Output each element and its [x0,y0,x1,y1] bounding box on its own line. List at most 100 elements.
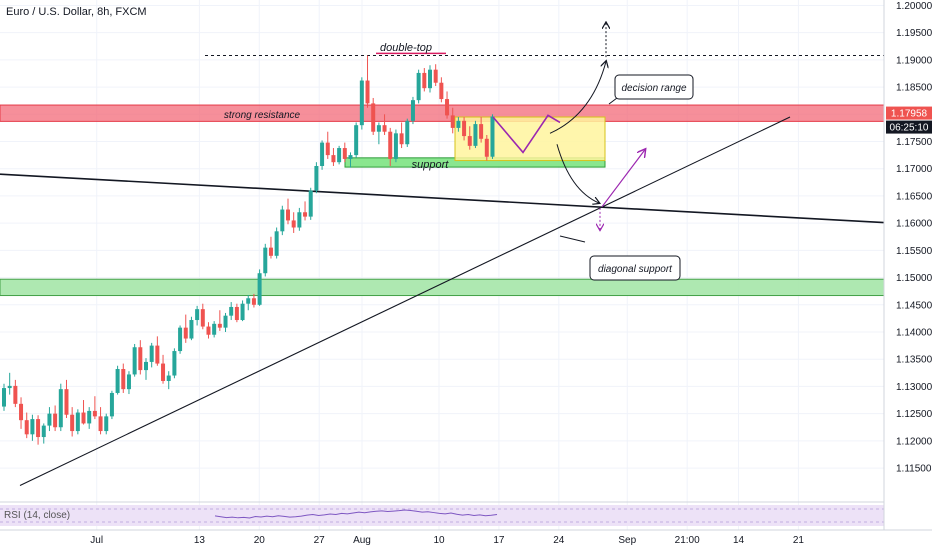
candle[interactable] [64,379,69,418]
candle[interactable] [274,227,279,259]
candle[interactable] [382,114,387,135]
candle[interactable] [109,390,114,420]
price-axis[interactable]: 1.200001.195001.190001.185001.180001.175… [883,0,932,530]
candle[interactable] [229,302,234,321]
rsi-pane[interactable]: RSI (14, close) [0,501,884,526]
candle[interactable] [257,269,262,306]
candle[interactable] [479,117,484,143]
scenario-down-curve[interactable] [556,144,599,203]
breakout-arrow[interactable] [601,150,645,208]
candle[interactable] [47,407,52,432]
candle[interactable] [7,372,12,395]
horizontal-trendline[interactable] [0,173,885,224]
candle[interactable] [98,407,103,435]
candle[interactable] [144,358,148,380]
time-axis[interactable]: Jul 13 20 27 Aug 10 17 24 Sep 21:00 14 21 [0,529,932,546]
candle[interactable] [155,336,160,366]
candle[interactable] [303,201,308,221]
candle[interactable] [388,127,393,166]
candle[interactable] [251,293,256,308]
candle[interactable] [41,423,46,444]
candle[interactable] [439,77,444,103]
candle[interactable] [348,152,353,168]
candle[interactable] [81,400,86,425]
candle[interactable] [450,107,455,134]
candle[interactable] [365,55,370,108]
candle[interactable] [189,316,194,341]
candle[interactable] [75,409,80,435]
candle[interactable] [206,322,211,339]
candle[interactable] [2,383,6,411]
candle[interactable] [308,187,313,220]
candle[interactable] [172,348,177,379]
candle[interactable] [410,96,415,125]
candle[interactable] [433,64,438,86]
decision-range-callout[interactable]: decision range [614,74,694,100]
candle[interactable] [445,91,450,119]
candle[interactable] [246,294,251,311]
candle[interactable] [212,321,217,338]
candle[interactable] [121,363,126,393]
candle[interactable] [217,310,222,331]
candle[interactable] [24,412,29,439]
candle[interactable] [132,343,137,377]
candle[interactable] [331,148,336,166]
diagonal-support-callout[interactable]: diagonal support [589,255,681,281]
candle[interactable] [19,397,24,429]
candle[interactable] [36,415,41,445]
candle[interactable] [462,117,467,141]
candle[interactable] [92,396,97,420]
candle[interactable] [263,243,268,277]
candle[interactable] [428,65,432,93]
candle[interactable] [268,236,273,259]
candle[interactable] [115,365,120,395]
candle[interactable] [58,383,63,432]
candle[interactable] [314,162,319,194]
lower-support-zone[interactable] [0,278,885,297]
candle[interactable] [393,129,398,163]
candle[interactable] [354,122,359,158]
diagonal-support-line[interactable] [19,116,791,486]
candle[interactable] [291,212,296,233]
candle[interactable] [342,142,347,163]
candle[interactable] [456,117,461,132]
candle[interactable] [405,118,410,147]
candle[interactable] [161,354,166,384]
candle[interactable] [138,340,143,375]
candle[interactable] [286,198,290,225]
candle[interactable] [422,68,427,92]
decision-range-box[interactable] [454,116,606,162]
candle[interactable] [53,405,58,432]
candle[interactable] [195,305,200,326]
candle[interactable] [87,407,92,429]
scenario-up-curve[interactable] [549,62,606,134]
candle[interactable] [359,77,364,130]
candle[interactable] [104,413,109,435]
candle[interactable] [223,312,228,332]
strong-resistance-zone[interactable] [0,104,885,122]
candle[interactable] [126,371,131,395]
candle[interactable] [376,122,381,145]
candle[interactable] [30,414,35,441]
candle[interactable] [183,314,188,343]
candle[interactable] [320,140,325,170]
candle[interactable] [13,379,18,408]
candle[interactable] [234,303,239,323]
candle[interactable] [200,303,205,330]
candle[interactable] [178,325,183,354]
candle[interactable] [490,114,495,159]
candle[interactable] [325,131,330,159]
candle[interactable] [280,205,285,236]
candle[interactable] [297,207,302,231]
candle[interactable] [399,122,404,149]
candle[interactable] [416,69,421,104]
projection-path[interactable] [492,114,561,154]
candle[interactable] [166,371,171,390]
candle[interactable] [484,134,489,161]
candle[interactable] [149,342,154,368]
candle[interactable] [473,120,478,149]
candle[interactable] [240,300,245,322]
candle[interactable] [70,407,75,437]
candle[interactable] [337,145,342,165]
